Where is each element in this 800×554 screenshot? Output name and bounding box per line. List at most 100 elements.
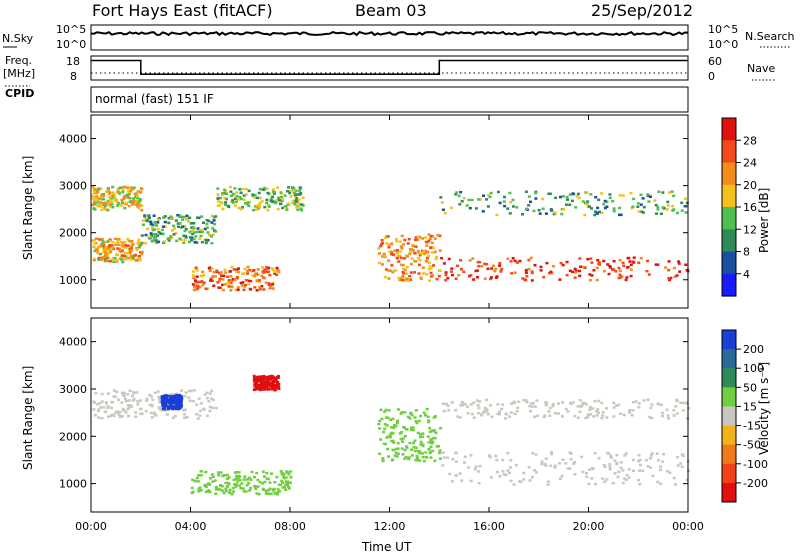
velocity-cell xyxy=(261,487,265,491)
power-cell xyxy=(534,197,538,200)
power-cell xyxy=(413,271,416,274)
velocity-cell xyxy=(191,478,195,482)
power-cell xyxy=(381,241,385,245)
power-cell xyxy=(267,282,271,285)
velocity-cell xyxy=(495,458,499,462)
power-colorbar-swatch xyxy=(722,118,736,141)
power-cell xyxy=(561,263,565,267)
power-cell xyxy=(107,251,111,255)
noise-right-tick-top: 10^5 xyxy=(708,23,738,36)
velocity-cell xyxy=(176,405,180,408)
power-cell xyxy=(465,204,469,207)
power-cell xyxy=(108,199,112,202)
power-cell xyxy=(396,254,400,257)
power-cell xyxy=(524,279,528,282)
velocity-cell xyxy=(121,407,125,411)
velocity-cell xyxy=(126,407,130,411)
velocity-cell xyxy=(264,384,268,387)
power-cell xyxy=(498,264,502,267)
power-cell xyxy=(174,219,178,222)
power-cell xyxy=(296,208,300,212)
velocity-cell xyxy=(256,485,260,488)
velocity-cell xyxy=(396,441,400,445)
power-cell xyxy=(265,198,269,202)
power-cell xyxy=(298,193,302,196)
power-cell xyxy=(104,208,108,211)
velocity-cell xyxy=(659,482,663,485)
power-cell xyxy=(161,225,165,228)
velocity-cell xyxy=(498,475,502,478)
power-cell xyxy=(151,223,155,227)
velocity-cell xyxy=(211,480,215,483)
velocity-cell xyxy=(405,446,409,449)
velocity-cell xyxy=(415,456,419,460)
power-cell xyxy=(602,270,606,273)
power-cell xyxy=(295,197,299,200)
power-cell xyxy=(263,268,267,271)
power-cell xyxy=(485,263,489,266)
power-cell xyxy=(219,271,223,274)
power-cell xyxy=(162,241,166,245)
velocity-cell xyxy=(272,379,276,383)
velocity-cell xyxy=(242,490,246,493)
velocity-cell xyxy=(413,416,417,419)
velocity-cell xyxy=(277,483,281,486)
velocity-cell xyxy=(236,480,240,483)
power-cell xyxy=(91,203,95,207)
velocity-cell xyxy=(421,432,425,435)
power-cell xyxy=(122,257,126,261)
power-cell xyxy=(132,254,136,258)
velocity-cell xyxy=(94,391,98,395)
velocity-cell xyxy=(273,388,277,392)
velocity-cell xyxy=(204,490,208,493)
velocity-cell xyxy=(97,416,101,419)
power-cell xyxy=(188,216,192,220)
power-cell xyxy=(176,222,180,225)
velocity-cell xyxy=(625,473,629,477)
velocity-cell xyxy=(396,452,400,455)
velocity-cell xyxy=(600,401,604,405)
velocity-cell xyxy=(414,420,418,423)
power-cell xyxy=(157,240,161,244)
velocity-cell xyxy=(96,402,100,406)
velocity-cell xyxy=(115,390,119,394)
power-cell xyxy=(108,260,112,263)
velocity-cell xyxy=(504,417,507,420)
power-cell xyxy=(656,208,660,211)
velocity-cell xyxy=(217,474,221,477)
power-cell xyxy=(625,276,629,279)
power-cell xyxy=(618,206,622,210)
velocity-cell xyxy=(535,399,539,402)
power-cell xyxy=(586,200,590,203)
power-cell xyxy=(183,229,187,233)
power-cell xyxy=(423,252,427,256)
power-cell xyxy=(511,205,515,208)
power-cell xyxy=(97,256,101,260)
power-cell xyxy=(136,205,140,208)
velocity-cell xyxy=(174,403,178,406)
velocity-cell xyxy=(247,481,251,485)
power-cell xyxy=(124,201,128,205)
velocity-cell xyxy=(177,394,181,397)
velocity-cell xyxy=(165,413,169,416)
velocity-cell xyxy=(287,487,291,490)
power-cell xyxy=(112,260,116,263)
velocity-cell xyxy=(403,435,407,438)
velocity-cell xyxy=(196,417,200,420)
power-cell xyxy=(393,249,397,252)
nave-tick-top: 60 xyxy=(708,55,722,68)
power-cell xyxy=(483,277,487,280)
power-cell xyxy=(249,288,253,291)
power-cell xyxy=(575,195,579,198)
velocity-cell xyxy=(477,406,481,410)
velocity-cell xyxy=(384,416,388,419)
velocity-cell xyxy=(516,406,520,409)
velocity-cell xyxy=(442,409,446,413)
power-cell xyxy=(402,243,405,246)
velocity-cell xyxy=(258,375,262,378)
power-cell xyxy=(274,201,278,205)
velocity-cell xyxy=(131,399,135,402)
power-cell xyxy=(136,195,140,198)
power-cell xyxy=(102,245,106,248)
power-cell xyxy=(656,205,660,209)
